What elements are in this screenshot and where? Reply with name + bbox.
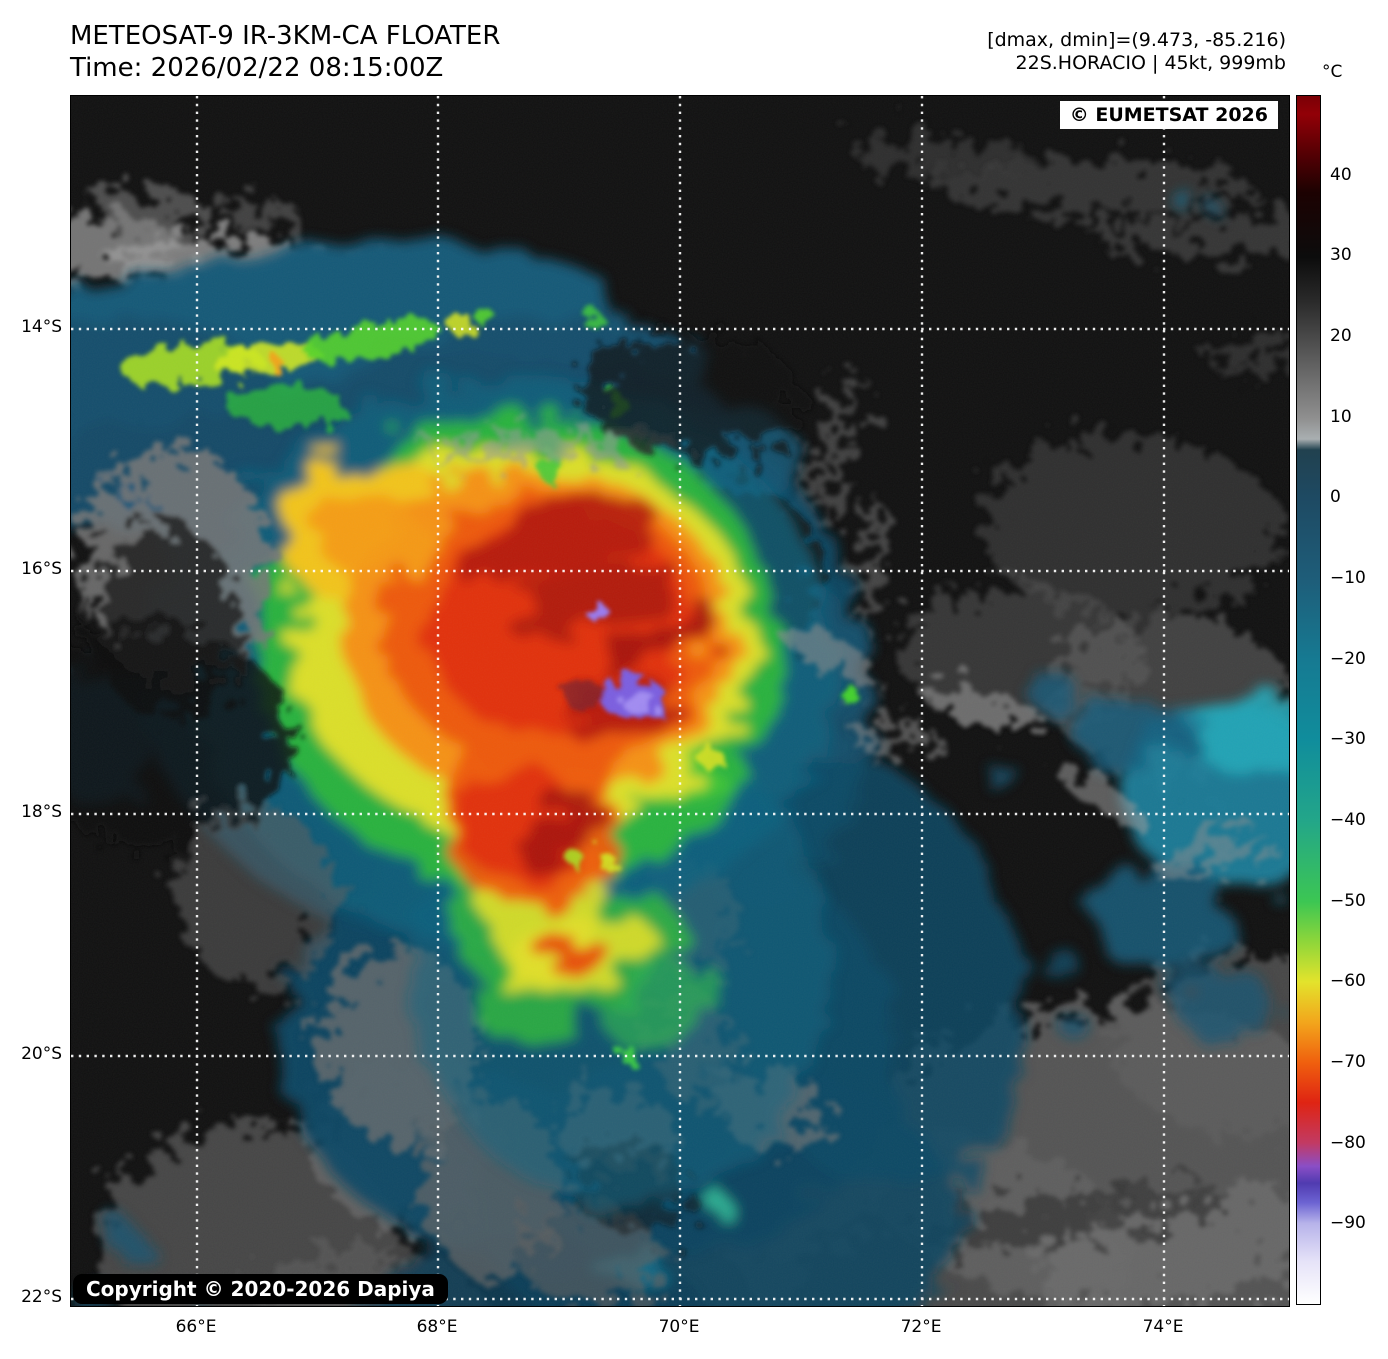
- satellite-imagery-canvas: [71, 96, 1289, 1306]
- lon-tick: 74°E: [1142, 1317, 1184, 1337]
- colorbar-tick: −30: [1330, 729, 1366, 749]
- colorbar-tick: −90: [1330, 1213, 1366, 1233]
- lon-tick: 70°E: [658, 1317, 700, 1337]
- colorbar-tick: −60: [1330, 971, 1366, 991]
- lon-tick: 68°E: [416, 1317, 458, 1337]
- lat-tick: 22°S: [21, 1287, 62, 1307]
- colorbar-tick: 40: [1330, 165, 1352, 185]
- colorbar-tick: −20: [1330, 649, 1366, 669]
- colorbar-tick: 30: [1330, 245, 1352, 265]
- lat-tick: 18°S: [21, 802, 62, 822]
- copyright-badge: Copyright © 2020-2026 Dapiya: [73, 1274, 448, 1304]
- colorbar-tick: −10: [1330, 568, 1366, 588]
- colorbar-unit-label: °C: [1322, 62, 1343, 82]
- colorbar-tick: 10: [1330, 407, 1352, 427]
- page-title: METEOSAT-9 IR-3KM-CA FLOATER: [70, 21, 501, 51]
- lon-tick: 66°E: [175, 1317, 217, 1337]
- storm-info: 22S.HORACIO | 45kt, 999mb: [1015, 52, 1286, 74]
- satellite-map: © EUMETSAT 2026 Copyright © 2020-2026 Da…: [70, 95, 1290, 1307]
- header-right: [dmax, dmin]=(9.473, -85.216) 22S.HORACI…: [987, 29, 1286, 75]
- lon-tick: 72°E: [900, 1317, 942, 1337]
- colorbar: [1296, 95, 1321, 1305]
- eumetsat-badge: © EUMETSAT 2026: [1059, 101, 1278, 129]
- colorbar-tick: −50: [1330, 891, 1366, 911]
- lat-tick: 20°S: [21, 1044, 62, 1064]
- data-extremes: [dmax, dmin]=(9.473, -85.216): [987, 29, 1286, 51]
- colorbar-tick: −40: [1330, 810, 1366, 830]
- title-block: METEOSAT-9 IR-3KM-CA FLOATER Time: 2026/…: [70, 20, 500, 84]
- timestamp: Time: 2026/02/22 08:15:00Z: [70, 53, 444, 83]
- colorbar-tick: 0: [1330, 487, 1341, 507]
- lat-tick: 16°S: [21, 559, 62, 579]
- lat-tick: 14°S: [21, 317, 62, 337]
- colorbar-tick: −80: [1330, 1133, 1366, 1153]
- colorbar-tick: 20: [1330, 326, 1352, 346]
- colorbar-tick: −70: [1330, 1052, 1366, 1072]
